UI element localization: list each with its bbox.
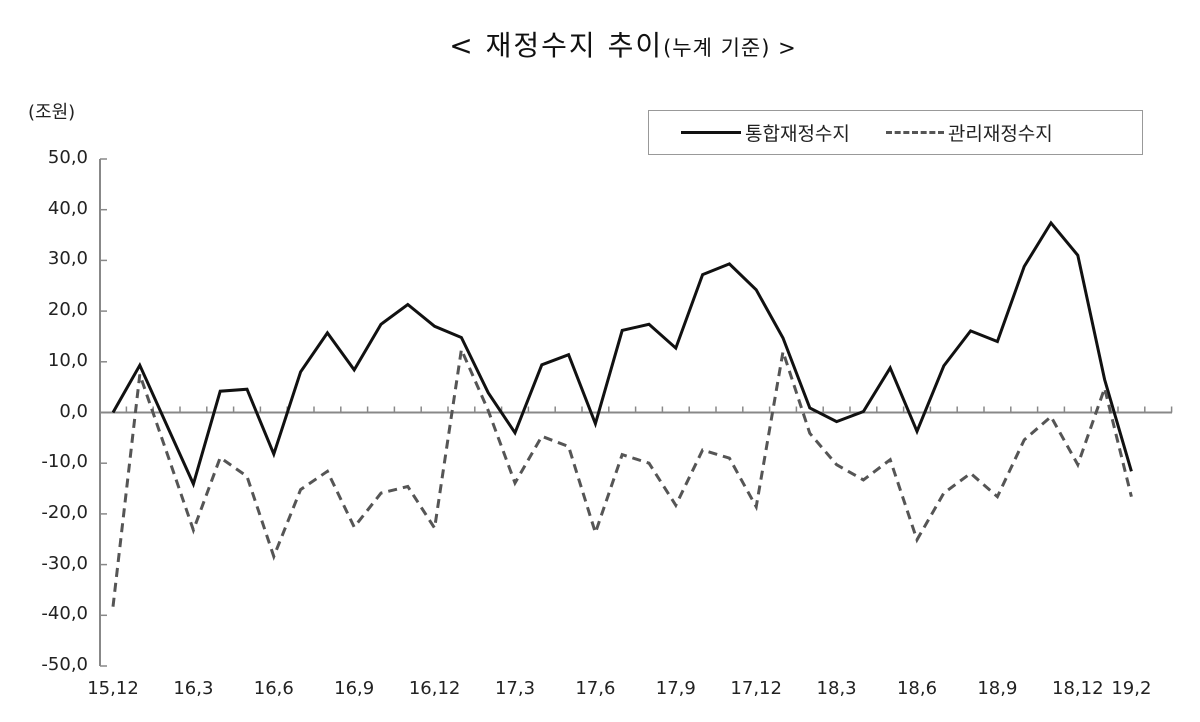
managed-balance-line <box>111 344 1133 607</box>
x-tick-label: 16,9 <box>334 678 375 699</box>
y-tick-label: 0,0 <box>59 400 88 422</box>
x-tick-label: 18,3 <box>816 678 857 699</box>
y-tick-label: 50,0 <box>47 147 88 168</box>
legend-item-integrated-balance: 통합재정수지 <box>681 119 850 146</box>
legend-item-managed-balance: 관리재정수지 <box>885 119 1053 146</box>
y-tick-label: 30,0 <box>47 248 88 270</box>
x-tick-label: 18,6 <box>896 678 938 699</box>
chart-title: < 재정수지 추이(누계 기준) > <box>0 24 1200 64</box>
x-tick-label: 16,3 <box>173 678 214 699</box>
chart-title-sub: (누계 기준) > <box>663 36 797 60</box>
integrated-balance-line <box>111 220 1133 489</box>
y-tick-label: 40,0 <box>47 197 88 219</box>
chart-title-main: < 재정수지 추이 <box>449 29 664 62</box>
legend-label-integrated-balance: 통합재정수지 <box>745 123 850 145</box>
x-tick-label: 17,9 <box>655 678 696 699</box>
x-tick-label: 15,12 <box>87 678 139 699</box>
y-tick-label: -10,0 <box>41 451 88 473</box>
y-tick-label: -30,0 <box>41 552 88 574</box>
y-tick-label: 20,0 <box>47 299 88 321</box>
solid-line-swatch-icon <box>681 131 741 134</box>
y-tick-label: -20,0 <box>41 501 88 523</box>
y-tick-label: 10,0 <box>47 349 88 371</box>
x-tick-label: 17,6 <box>575 678 616 699</box>
x-tick-label: 16,12 <box>408 678 461 699</box>
x-tick-label: 18,12 <box>1052 678 1104 699</box>
x-tick-label: 17,12 <box>730 678 782 699</box>
x-tick-label: 19,2 <box>1111 678 1152 699</box>
y-tick-label: -40,0 <box>41 603 88 625</box>
x-tick-label: 18,9 <box>977 678 1018 699</box>
x-axis <box>100 406 1173 414</box>
x-tick-label: 17,3 <box>494 678 536 699</box>
legend: 통합재정수지 관리재정수지 <box>648 110 1143 155</box>
x-tick-label: 16,6 <box>253 678 294 699</box>
y-axis-unit-label: (조원) <box>28 102 76 123</box>
y-tick-label: -50,0 <box>41 654 88 675</box>
dashed-line-swatch-icon <box>885 131 944 134</box>
series-lines <box>111 220 1133 607</box>
legend-label-managed-balance: 관리재정수지 <box>947 123 1053 145</box>
